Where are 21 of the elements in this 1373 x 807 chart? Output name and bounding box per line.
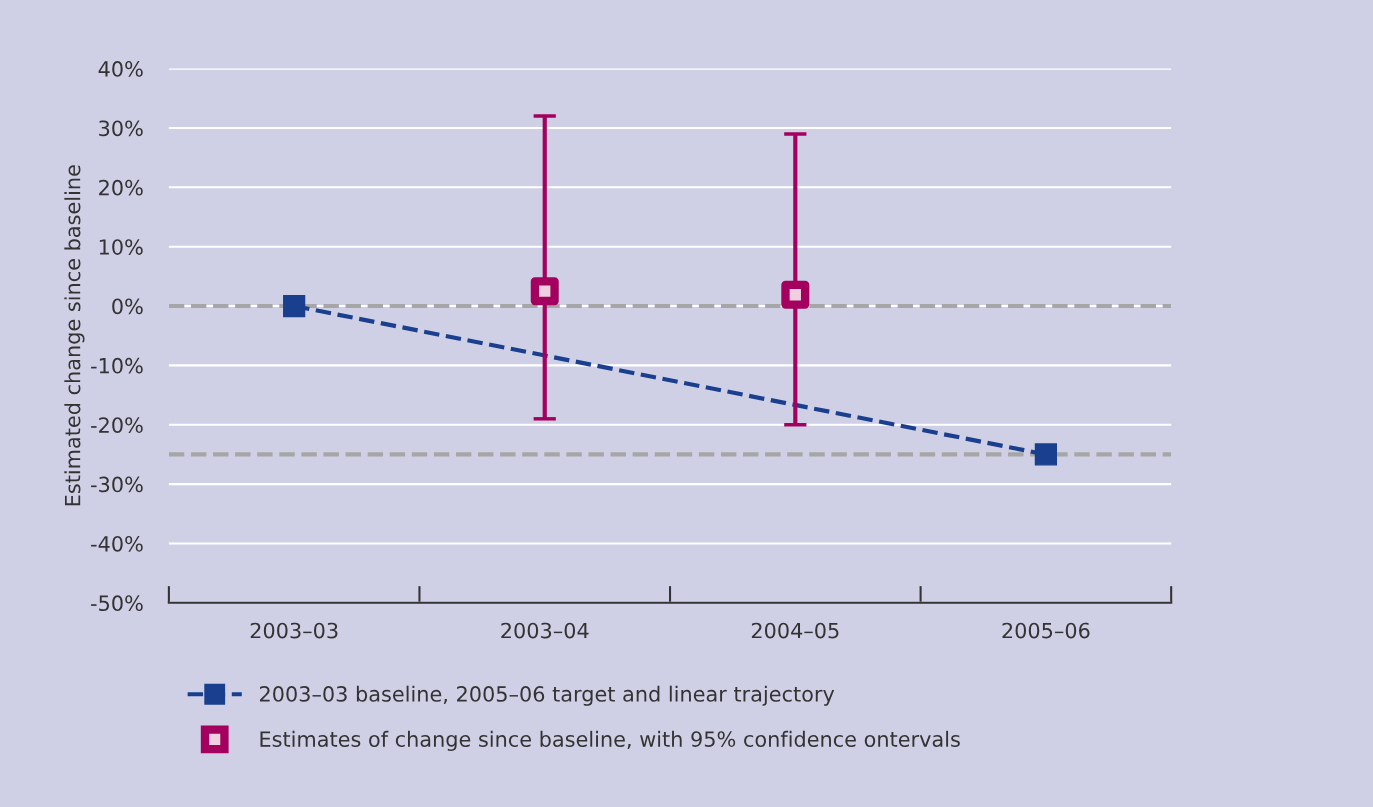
y-tick-label: 20% xyxy=(99,179,143,196)
x-tick-label: 2005–06 xyxy=(1002,622,1090,639)
point xyxy=(530,277,559,306)
x-tick-label: 2004–05 xyxy=(751,622,839,639)
y-tick-label: -30% xyxy=(91,476,143,493)
y-tick-label: -40% xyxy=(91,535,143,552)
legend-label: 2003–03 baseline, 2005–06 target and linear trajectory xyxy=(259,685,835,706)
legend-label: Estimates of change since baseline, with 95% confidence ontervals xyxy=(260,730,960,752)
point xyxy=(283,294,306,318)
y-tick-label: -10% xyxy=(91,357,143,374)
y-tick-label: 30% xyxy=(99,120,143,137)
y-axis-title: Estimated change since baseline xyxy=(64,165,85,506)
point xyxy=(781,280,810,309)
x-tick-label: 2003–04 xyxy=(501,622,589,639)
y-tick-label: 0% xyxy=(112,298,143,315)
x-tick-label: 2003–03 xyxy=(250,622,338,639)
point xyxy=(1034,443,1057,466)
y-tick-label: -50% xyxy=(91,595,143,612)
y-tick-label: -20% xyxy=(91,417,143,433)
y-tick-label: 40% xyxy=(98,61,143,77)
y-tick-label: 10% xyxy=(99,239,143,255)
